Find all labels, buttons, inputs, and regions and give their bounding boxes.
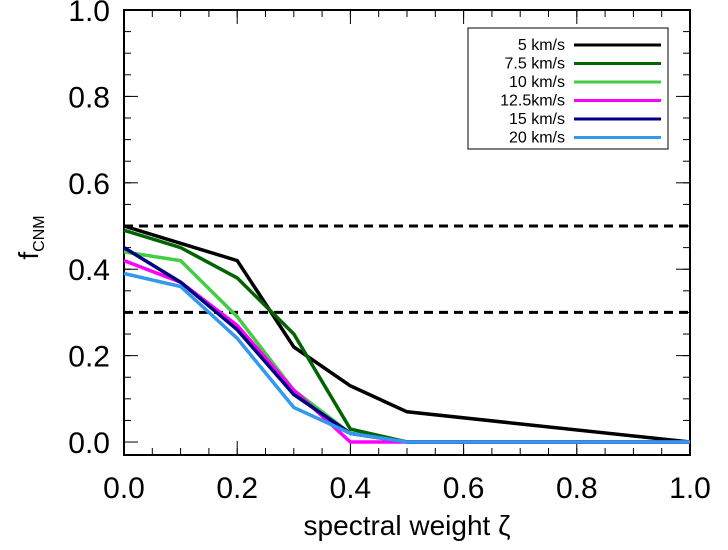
y-tick-label: 0.0: [68, 427, 110, 460]
x-tick-labels: 0.0 0.2 0.4 0.6 0.8 1.0: [103, 472, 711, 505]
y-tick-labels: 0.0 0.2 0.4 0.6 0.8 1.0: [68, 0, 110, 460]
x-tick-label: 1.0: [669, 472, 711, 505]
y-axis-label-main: f: [13, 252, 44, 260]
x-tick-label: 0.6: [443, 472, 485, 505]
legend-label: 5 km/s: [518, 37, 565, 54]
y-axis-label: fCNM: [13, 215, 48, 259]
legend-box: [467, 27, 669, 150]
y-tick-label: 0.4: [68, 254, 110, 287]
axis-ticks: [123, 9, 691, 455]
plot-area: [123, 9, 691, 456]
legend-label: 10 km/s: [509, 74, 565, 91]
x-axis-label: spectral weight ζ: [304, 510, 511, 541]
y-tick-label: 0.6: [68, 168, 110, 201]
x-tick-label: 0.4: [330, 472, 372, 505]
y-tick-label: 0.2: [68, 341, 110, 374]
legend-label: 15 km/s: [509, 111, 565, 128]
series-line: [123, 271, 690, 444]
y-tick-label: 0.8: [68, 81, 110, 114]
x-tick-label: 0.2: [216, 472, 258, 505]
legend-label: 12.5km/s: [500, 93, 565, 110]
reference-lines: [124, 224, 690, 314]
x-tick-label: 0.0: [103, 472, 145, 505]
y-axis-label-subscript: CNM: [31, 215, 48, 251]
series-lines: [123, 224, 691, 444]
series-line: [123, 224, 691, 444]
legend: 5 km/s 7.5 km/s10 km/s 12.5km/s15 km/s 20 k…: [467, 27, 669, 150]
y-tick-label: 1.0: [68, 0, 110, 28]
legend-label: 20 km/s: [509, 130, 565, 147]
x-tick-label: 0.8: [556, 472, 598, 505]
legend-label: 7.5 km/s: [505, 56, 565, 73]
